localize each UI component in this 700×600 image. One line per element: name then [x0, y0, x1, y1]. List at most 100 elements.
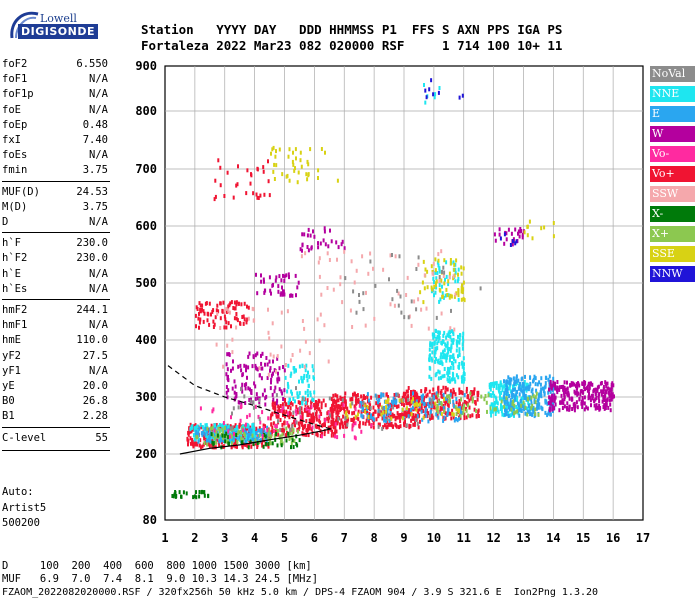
data-point-vo: [371, 413, 374, 418]
data-point-e: [428, 404, 431, 409]
data-point-e: [386, 408, 389, 413]
data-point-vo: [267, 416, 270, 421]
data-point-x: [522, 400, 525, 405]
data-point-vo: [267, 159, 269, 164]
data-point-x: [269, 441, 272, 446]
data-point-vo: [410, 418, 413, 423]
data-point-x: [446, 394, 449, 399]
data-point-x: [218, 429, 221, 433]
data-point-e: [361, 414, 364, 419]
data-point-vo: [368, 421, 371, 426]
data-point-nne: [516, 398, 519, 402]
data-point-w: [278, 387, 281, 392]
data-point-nne: [515, 382, 517, 387]
data-point-vo: [334, 422, 337, 427]
data-point-vo: [307, 433, 310, 438]
data-point-x: [180, 494, 183, 499]
data-point-w: [263, 290, 266, 295]
data-point-e: [442, 405, 445, 410]
data-point-sse: [460, 289, 463, 294]
data-point-vo: [470, 390, 473, 394]
data-point-w: [581, 382, 584, 386]
data-point-sse: [461, 290, 464, 295]
data-point-noval: [344, 416, 347, 421]
data-point-x: [224, 426, 226, 431]
data-point-vo: [286, 430, 288, 435]
data-point-x: [276, 429, 279, 433]
data-point-noval: [329, 413, 332, 418]
data-point-nne: [189, 427, 192, 432]
data-point-nne: [234, 428, 237, 432]
data-point-sse: [449, 258, 452, 262]
data-point-vo: [279, 418, 282, 422]
data-point-vo: [316, 433, 319, 438]
data-point-vo: [271, 400, 274, 405]
data-point-nne: [438, 299, 441, 304]
data-point-noval: [351, 401, 354, 406]
data-point-w: [584, 380, 587, 385]
data-point-w: [268, 275, 271, 280]
data-point-w: [560, 393, 563, 398]
data-point-nne: [454, 279, 457, 284]
data-point-w: [598, 407, 601, 412]
data-point-vo: [460, 390, 462, 395]
data-point-vo: [355, 401, 358, 406]
data-point-nne: [438, 86, 441, 90]
data-point-vo: [235, 302, 238, 307]
data-point-ssw: [223, 308, 226, 313]
y-tick-label: 80: [143, 513, 157, 527]
data-point-e: [459, 406, 462, 410]
data-point-noval: [295, 420, 298, 425]
data-point-vo: [337, 410, 340, 415]
data-point-w: [301, 243, 304, 248]
data-point-w: [278, 377, 281, 382]
data-point-x: [256, 441, 259, 445]
data-point-vo: [348, 410, 350, 415]
data-point-nne: [449, 354, 452, 359]
param-row: h`F 230.0: [2, 237, 108, 250]
data-point-nne: [205, 432, 208, 437]
data-point-vo: [247, 430, 250, 435]
header-labels: Station YYYY DAY DDD HHMMSS P1 FFS S AXN…: [141, 22, 563, 37]
data-point-vo: [398, 415, 401, 420]
data-point-w: [588, 381, 590, 386]
data-point-nne: [290, 389, 293, 394]
data-point-vo: [281, 427, 284, 432]
data-point-x: [471, 396, 474, 401]
data-point-x: [267, 442, 270, 446]
data-point-nne: [307, 383, 310, 388]
data-point-e: [446, 413, 449, 417]
data-point-noval: [369, 259, 372, 264]
data-point-nne: [494, 400, 497, 405]
data-point-nne: [517, 411, 520, 416]
data-point-x: [206, 442, 209, 447]
data-point-vo: [372, 425, 375, 430]
data-point-vo: [425, 387, 428, 392]
data-point-vo: [274, 429, 277, 433]
data-point-e: [369, 415, 372, 420]
data-point-vo: [422, 409, 425, 414]
data-point-sse: [430, 285, 433, 290]
data-point-x: [500, 399, 503, 404]
data-point-e: [360, 400, 362, 405]
data-point-vo: [452, 387, 455, 392]
data-point-vo: [315, 417, 318, 422]
data-point-w: [602, 395, 605, 399]
data-point-vo: [336, 419, 339, 423]
data-point-w: [597, 395, 600, 400]
data-point-vo: [256, 195, 259, 200]
data-point-w: [569, 383, 572, 388]
data-point-ssw: [343, 249, 346, 254]
data-point-w: [572, 381, 575, 386]
data-point-sse: [272, 169, 275, 174]
data-point-vo: [476, 392, 479, 397]
data-point-vo: [319, 409, 322, 414]
param-value: N/A: [89, 88, 108, 101]
data-point-vo: [414, 413, 417, 418]
data-point-e: [455, 417, 457, 421]
data-point-vo: [347, 417, 350, 422]
data-point-nne: [199, 422, 202, 427]
data-point-ssw: [452, 274, 455, 279]
data-point-nne: [447, 379, 450, 383]
data-point-ssw: [389, 302, 392, 307]
